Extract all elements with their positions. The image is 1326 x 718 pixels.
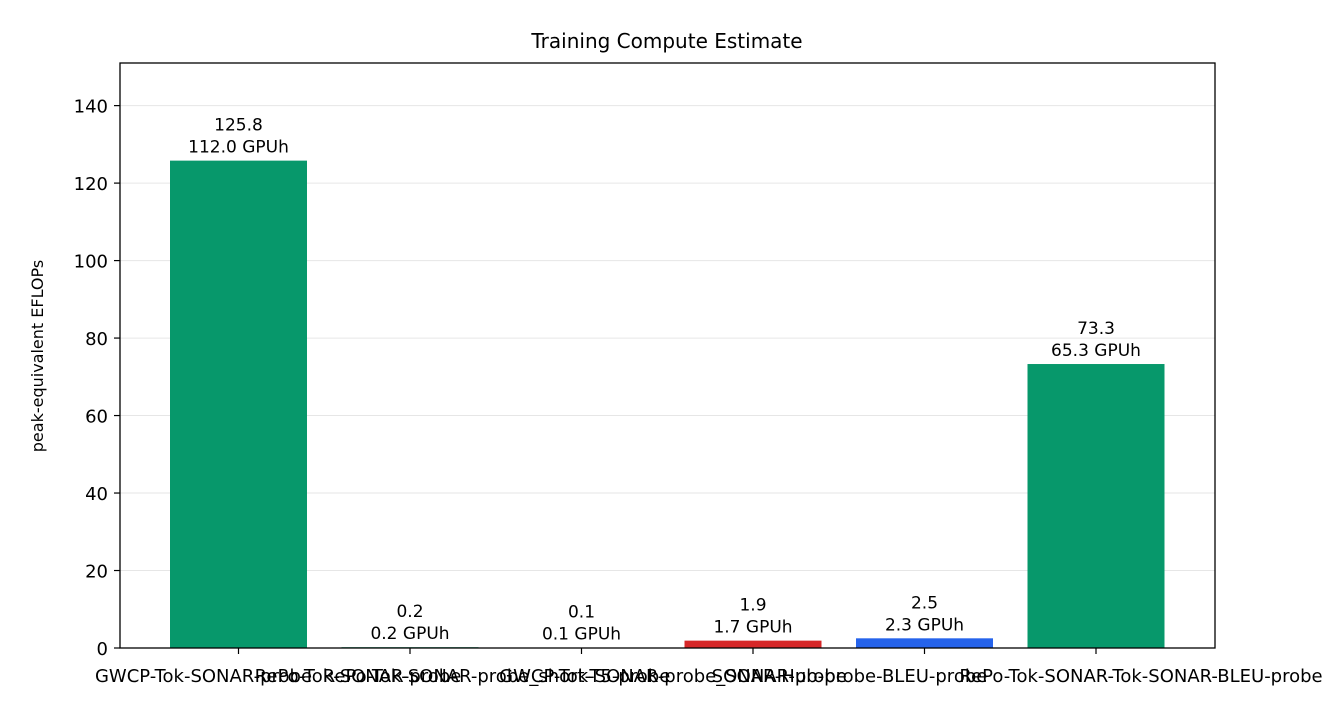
bar [170,160,307,648]
bar [1027,364,1165,648]
bar-gpuh-label: 112.0 GPUh [188,138,289,158]
bar-value-label: 2.5 [911,593,938,613]
bar-value-label: 1.9 [739,596,766,616]
y-tick-label: 80 [85,329,108,350]
bar-gpuh-label: 2.3 GPUh [885,615,964,635]
bar-value-label: 73.3 [1077,319,1115,339]
bar [684,640,822,648]
y-tick-label: 20 [85,562,108,583]
bar-gpuh-label: 0.1 GPUh [542,625,621,645]
chart-title: Training Compute Estimate [530,29,802,53]
x-tick-label: RePo-Tok-SONAR-Tok-SONAR-BLEU-probe [959,666,1322,687]
y-tick-label: 40 [85,484,108,505]
bar-gpuh-label: 65.3 GPUh [1051,341,1141,361]
x-tick-label: SONAR-Hub-probe-BLEU-probe [712,666,988,687]
bar-gpuh-label: 0.2 GPUh [370,624,449,644]
bar-value-label: 0.2 [396,602,423,622]
x-tick-label: GWCP-Tok-SONAR-probe [95,666,312,687]
y-axis-ticks: 0 20 40 60 80 100 120 140 [74,97,120,660]
x-tick-label: RePo-Tok-SONAR-probe_short-T5-probe [323,666,671,687]
bar-value-label: 125.8 [214,116,263,136]
y-axis-label: peak-equivalent EFLOPs [28,260,47,452]
x-tick-label: RePo-Tok-SONAR-probe [255,666,462,687]
bar-gpuh-label: 1.7 GPUh [713,618,792,638]
plot-frame [119,62,1216,649]
y-tick-label: 120 [74,174,108,195]
y-tick-label: 100 [74,252,108,273]
y-tick-label: 60 [85,407,108,428]
bar-value-label: 0.1 [568,603,595,623]
y-tick-label: 0 [97,639,108,660]
bars [170,160,1165,649]
x-tick-label: GWCP-Tok-SONAR-probe_SONAR-probe [499,666,847,687]
y-tick-label: 140 [74,97,108,118]
x-axis-ticks: GWCP-Tok-SONAR-probeRePo-Tok-SONAR-probe… [95,648,1323,687]
bar [856,638,993,648]
